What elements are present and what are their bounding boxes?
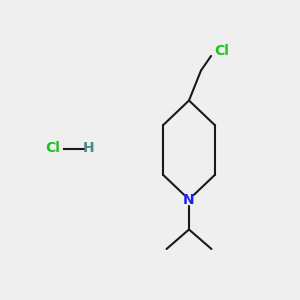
Text: Cl: Cl (214, 44, 230, 58)
Text: H: H (83, 142, 94, 155)
Text: Cl: Cl (45, 142, 60, 155)
Text: N: N (183, 193, 195, 206)
